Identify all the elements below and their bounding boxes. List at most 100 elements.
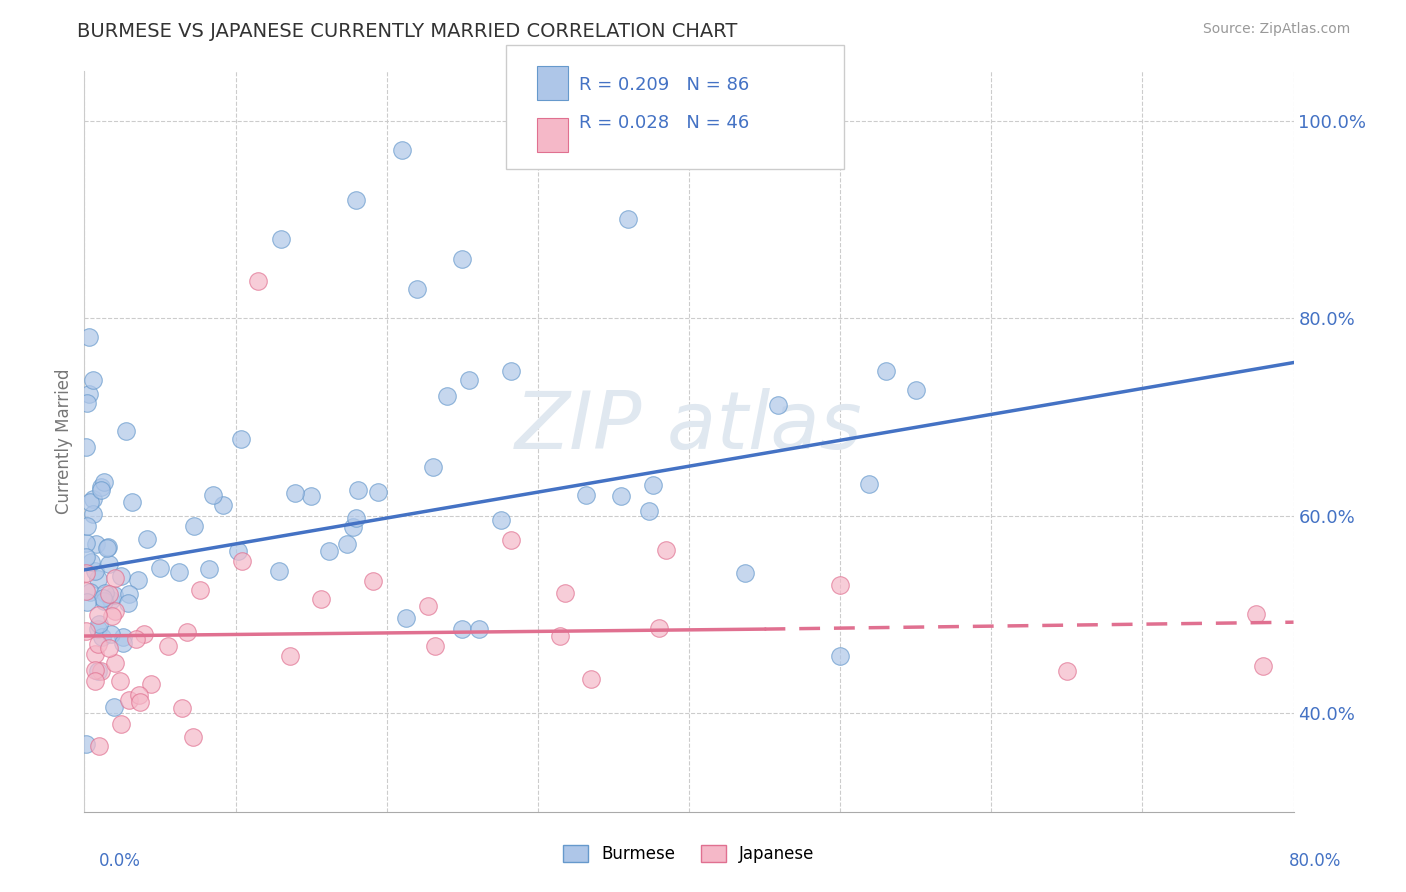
Point — [110, 716, 132, 731]
Point — [87, 622, 110, 636]
Point — [97, 557, 120, 571]
Point — [75, 583, 97, 598]
Point — [198, 562, 221, 576]
Point — [75, 737, 97, 751]
Point — [84, 663, 107, 677]
Point — [638, 504, 661, 518]
Point — [75, 566, 97, 581]
Point — [425, 640, 447, 654]
Point — [1244, 607, 1267, 622]
Point — [82, 507, 104, 521]
Point — [111, 636, 134, 650]
Point — [118, 587, 141, 601]
Point — [457, 373, 479, 387]
Point — [117, 692, 139, 706]
Point — [100, 627, 122, 641]
Point — [87, 572, 110, 586]
Point — [830, 578, 852, 592]
Legend: Burmese, Japanese: Burmese, Japanese — [557, 838, 821, 870]
Point — [309, 591, 332, 606]
Point — [82, 492, 104, 507]
Point — [94, 586, 117, 600]
Point — [75, 441, 97, 455]
Point — [416, 599, 439, 613]
Point — [858, 476, 880, 491]
Point — [97, 541, 120, 555]
Point — [468, 622, 491, 636]
Point — [90, 483, 112, 498]
Point — [299, 489, 322, 503]
Text: R = 0.028   N = 46: R = 0.028 N = 46 — [579, 114, 749, 132]
Point — [904, 383, 927, 397]
Point — [489, 513, 512, 527]
Point — [101, 608, 124, 623]
Point — [579, 673, 602, 687]
Point — [499, 364, 522, 378]
Point — [97, 587, 120, 601]
Point — [344, 510, 367, 524]
Point — [114, 424, 136, 438]
Point — [76, 396, 98, 410]
Point — [284, 486, 307, 500]
Point — [87, 665, 110, 679]
Point — [87, 607, 110, 622]
Point — [84, 565, 107, 579]
Text: R = 0.209   N = 86: R = 0.209 N = 86 — [579, 76, 749, 94]
Text: 80.0%: 80.0% — [1288, 852, 1341, 870]
Point — [127, 574, 149, 588]
Point — [172, 701, 194, 715]
Point — [125, 632, 148, 647]
Text: ZIP atlas: ZIP atlas — [515, 388, 863, 466]
Point — [367, 484, 389, 499]
Point — [347, 483, 370, 498]
Point — [1056, 664, 1078, 678]
Point — [108, 673, 131, 688]
Point — [278, 649, 301, 664]
Y-axis label: Currently Married: Currently Married — [55, 368, 73, 515]
Point — [112, 631, 135, 645]
Point — [121, 495, 143, 509]
Point — [98, 640, 121, 655]
Point — [100, 593, 122, 607]
Point — [499, 533, 522, 547]
Point — [80, 555, 103, 569]
Point — [90, 479, 112, 493]
Point — [87, 739, 110, 754]
Point — [75, 550, 97, 565]
Text: Source: ZipAtlas.com: Source: ZipAtlas.com — [1202, 22, 1350, 37]
Point — [128, 688, 150, 702]
Point — [202, 488, 225, 502]
Point — [110, 568, 132, 582]
Point — [247, 274, 270, 288]
Point — [83, 673, 105, 688]
Point — [104, 571, 127, 585]
Point — [422, 459, 444, 474]
Point — [391, 144, 413, 158]
Point — [75, 624, 97, 639]
Point — [91, 591, 114, 606]
Text: 0.0%: 0.0% — [98, 852, 141, 870]
Point — [548, 629, 571, 643]
Point — [76, 519, 98, 533]
Point — [181, 730, 204, 744]
Point — [641, 478, 664, 492]
Point — [87, 636, 110, 650]
Point — [188, 582, 211, 597]
Point — [229, 432, 252, 446]
Point — [79, 495, 101, 509]
Point — [96, 541, 118, 555]
Point — [167, 566, 190, 580]
Point — [336, 537, 359, 551]
Point — [342, 520, 364, 534]
Point — [139, 677, 162, 691]
Point — [875, 364, 897, 378]
Point — [450, 622, 472, 636]
Point — [77, 387, 100, 401]
Point — [648, 621, 671, 635]
Point — [655, 543, 678, 558]
Point — [84, 537, 107, 551]
Point — [129, 695, 152, 709]
Point — [93, 475, 115, 489]
Point — [77, 330, 100, 344]
Point — [103, 588, 125, 602]
